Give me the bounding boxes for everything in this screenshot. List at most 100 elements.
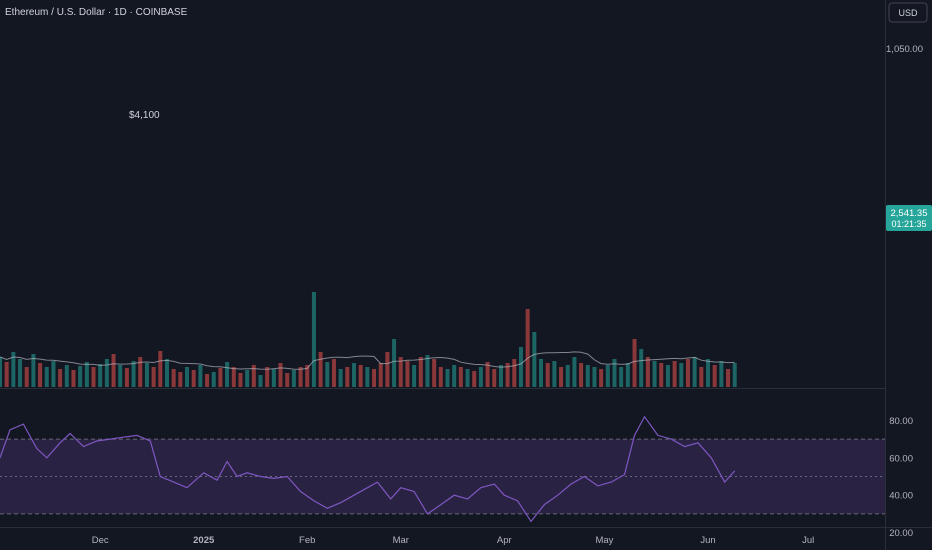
volume-bar bbox=[271, 369, 276, 387]
price-axis[interactable]: 6,400.005,600.004,800.004,050.003,450.00… bbox=[886, 0, 923, 55]
volume-bar bbox=[18, 359, 23, 387]
volume-bar bbox=[218, 368, 223, 387]
volume-bar bbox=[298, 367, 303, 387]
time-tick-label: Jul bbox=[802, 535, 814, 546]
rsi-tick-label: 40.00 bbox=[889, 491, 913, 502]
volume-bar bbox=[458, 367, 463, 387]
volume-bar bbox=[438, 367, 443, 387]
rsi-tick-label: 80.00 bbox=[889, 416, 913, 427]
volume-bar bbox=[412, 365, 417, 387]
volume-bar bbox=[205, 374, 210, 387]
volume-bar bbox=[198, 365, 203, 387]
volume-bar bbox=[0, 357, 2, 387]
volume-bar bbox=[84, 362, 89, 387]
volume-ma-line bbox=[0, 351, 735, 370]
volume-bar bbox=[185, 367, 190, 387]
volume-bar bbox=[599, 369, 604, 387]
volume-bar bbox=[585, 365, 590, 387]
volume-bar bbox=[425, 355, 430, 387]
peak-label: $4,100 bbox=[129, 110, 160, 121]
volume-bar bbox=[565, 365, 570, 387]
volume-bar bbox=[151, 367, 156, 387]
volume-bar bbox=[665, 365, 670, 387]
volume-bar bbox=[465, 369, 470, 387]
volume-bar bbox=[732, 363, 737, 387]
volume-bar bbox=[492, 369, 497, 387]
volume-bar bbox=[372, 369, 377, 387]
volume-bar bbox=[178, 372, 183, 387]
volume-bar bbox=[539, 359, 544, 387]
volume-bar bbox=[131, 361, 136, 387]
volume-bar bbox=[452, 365, 457, 387]
volume-bar bbox=[392, 339, 397, 387]
volume-bar bbox=[91, 367, 96, 387]
rsi-axis[interactable]: 80.00 60.00 40.00 20.00 bbox=[889, 416, 913, 539]
volume-bar bbox=[305, 365, 310, 387]
volume-bar bbox=[38, 363, 43, 387]
volume-bar bbox=[532, 332, 537, 387]
volume-bar bbox=[245, 370, 250, 387]
volume-bar bbox=[124, 368, 129, 387]
time-tick-label: Apr bbox=[497, 535, 512, 546]
currency-button-frame bbox=[888, 2, 928, 23]
volume-bar bbox=[405, 361, 410, 387]
volume-bar bbox=[358, 365, 363, 387]
volume-bar bbox=[338, 369, 343, 387]
time-tick-label: Dec bbox=[92, 535, 109, 546]
rsi-band bbox=[0, 438, 885, 515]
volume-bar bbox=[291, 370, 296, 387]
volume-bar bbox=[111, 354, 116, 387]
volume-bar bbox=[592, 367, 597, 387]
volume-bar bbox=[505, 363, 510, 387]
volume-bar bbox=[98, 364, 103, 387]
volume-bar bbox=[331, 359, 336, 387]
time-axis[interactable]: Dec 2025 Feb Mar Apr May Jun Jul bbox=[92, 535, 815, 546]
volume-bar bbox=[58, 369, 63, 387]
volume-bar bbox=[378, 363, 383, 387]
volume-bar bbox=[679, 363, 684, 387]
volume-bar bbox=[311, 292, 316, 387]
volume-bar bbox=[325, 362, 330, 387]
volume-bar bbox=[104, 359, 109, 387]
volume-bar bbox=[432, 359, 437, 387]
volume-bar bbox=[238, 373, 243, 387]
time-tick-label: Mar bbox=[393, 535, 409, 546]
volume-bar bbox=[211, 372, 216, 387]
volume-bar bbox=[265, 367, 270, 387]
volume-bar bbox=[525, 309, 530, 387]
volume-bar bbox=[619, 367, 624, 387]
volume-bar bbox=[706, 359, 710, 387]
volume-bar bbox=[44, 367, 49, 387]
volume-bar bbox=[485, 362, 490, 387]
volume-bar bbox=[625, 363, 630, 387]
volume-bar bbox=[645, 357, 650, 387]
volume-bar bbox=[78, 366, 83, 387]
volume-bar bbox=[118, 365, 123, 387]
last-price-label: 2,541.35 bbox=[891, 208, 928, 219]
volume-bar bbox=[258, 375, 263, 387]
volume-bar bbox=[365, 367, 370, 387]
volume-bar bbox=[518, 347, 523, 387]
volume-bar bbox=[659, 363, 664, 387]
currency-button[interactable]: USD bbox=[888, 2, 928, 23]
volume-bar bbox=[472, 371, 477, 387]
volume-bar bbox=[552, 361, 557, 387]
volume-bar bbox=[4, 362, 9, 387]
volume-bar bbox=[559, 367, 564, 387]
volume-bar bbox=[605, 365, 610, 387]
volume-bar bbox=[318, 352, 323, 387]
volume-bar bbox=[285, 373, 290, 387]
volume-bar bbox=[138, 357, 143, 387]
rsi-band-fill bbox=[0, 439, 885, 514]
volume-bar bbox=[51, 361, 56, 387]
countdown-label: 01:21:35 bbox=[891, 219, 926, 229]
time-tick-label: 2025 bbox=[193, 535, 215, 546]
time-tick-label: Feb bbox=[299, 535, 315, 546]
last-price-box-fill bbox=[886, 205, 932, 231]
volume-bar bbox=[418, 357, 423, 387]
volume-bar bbox=[251, 365, 256, 387]
symbol-title: Ethereum / U.S. Dollar · 1D · COINBASE bbox=[5, 7, 188, 18]
volume-bar bbox=[579, 363, 584, 387]
volume-bar bbox=[11, 352, 16, 387]
